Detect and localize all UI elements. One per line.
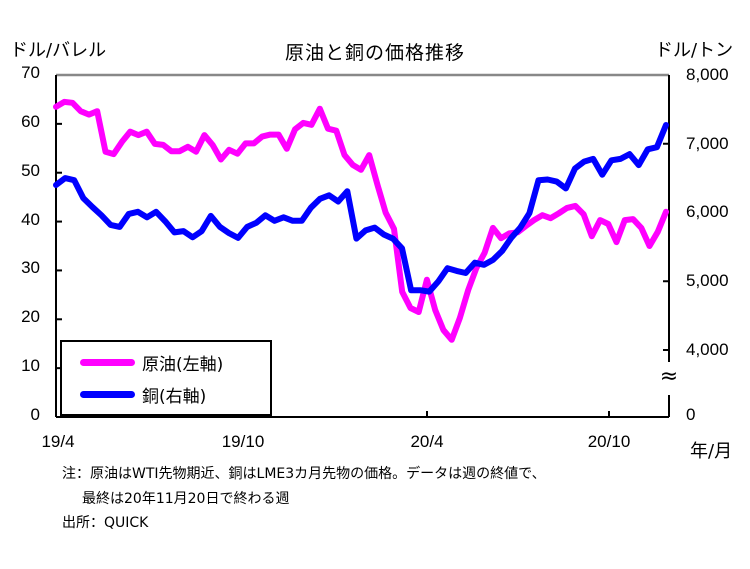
x-tick-label: 19/4 — [41, 432, 75, 451]
source-note: 出所：QUICK — [62, 515, 149, 531]
right-tick-label: 0 — [686, 405, 696, 424]
left-tick-label: 50 — [21, 161, 40, 180]
axis-break-icon: ≈ — [660, 364, 678, 389]
right-tick-label: 5,000 — [686, 271, 729, 290]
note-line-2: 最終は20年11月20日で終わる週 — [82, 491, 290, 507]
x-tick-label: 20/4 — [410, 432, 444, 451]
legend-label-copper: 銅(右軸) — [142, 387, 207, 407]
left-tick-label: 30 — [21, 258, 40, 277]
x-tick-label: 20/10 — [587, 432, 631, 451]
note-line-1: 注：原油はWTI先物期近、銅はLME3カ月先物の価格。データは週の終値で、 — [62, 466, 546, 482]
right-axis-unit: ドル/トン — [655, 40, 734, 61]
copper-series-line — [53, 122, 669, 295]
x-tick-label: 19/10 — [221, 432, 265, 451]
legend-swatch-copper — [80, 391, 135, 398]
right-tick-label: 7,000 — [686, 134, 729, 153]
legend-label-oil: 原油(左軸) — [142, 355, 224, 375]
right-tick-label: 4,000 — [686, 340, 729, 359]
left-tick-label: 10 — [21, 356, 40, 375]
left-tick-label: 70 — [21, 63, 40, 82]
left-tick-label: 40 — [21, 210, 40, 229]
left-tick-label: 20 — [21, 307, 40, 326]
left-axis-unit: ドル/バレル — [10, 40, 107, 61]
left-tick-label: 60 — [21, 112, 40, 131]
oil-series-line — [53, 98, 669, 343]
right-tick-label: 8,000 — [686, 65, 729, 84]
chart-title: 原油と銅の価格推移 — [284, 42, 465, 64]
left-tick-label: 0 — [30, 405, 40, 424]
legend-swatch-oil — [80, 359, 135, 366]
legend: 原油(左軸) 銅(右軸) — [60, 340, 272, 416]
right-tick-label: 6,000 — [686, 202, 729, 221]
x-axis-unit: 年/月 — [690, 441, 733, 462]
